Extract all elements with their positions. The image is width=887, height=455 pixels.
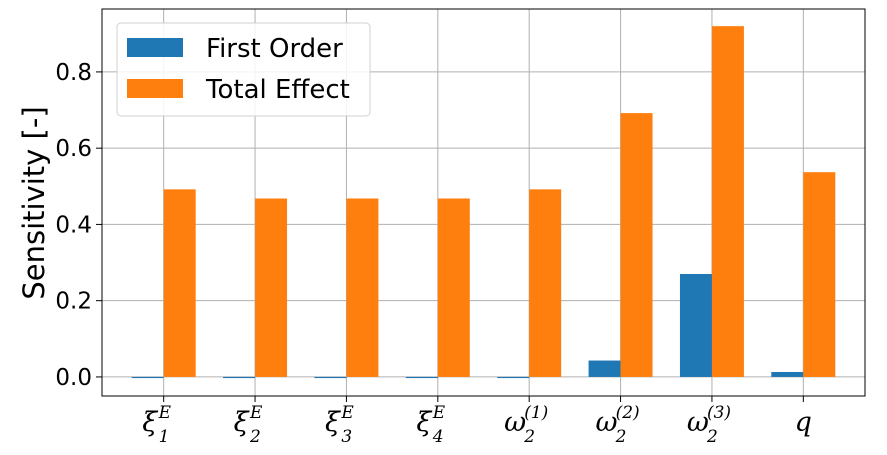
- legend: First Order Total Effect: [116, 22, 371, 117]
- y-tick-label: 0.4: [55, 212, 92, 238]
- x-tick-label: ω(1) 2: [504, 403, 548, 447]
- bar: [163, 189, 196, 377]
- legend-label: Total Effect: [205, 75, 350, 105]
- legend-swatch: [127, 38, 183, 57]
- bar: [679, 273, 712, 377]
- x-tick-label-sup: (2): [616, 403, 640, 423]
- x-tick-label-sub: 3: [341, 427, 352, 447]
- x-tick-label-sup: (1): [524, 403, 548, 423]
- y-tick-label: 0.0: [55, 365, 92, 391]
- series-first-order: [131, 273, 804, 379]
- x-tick-label: ξ E 4: [416, 403, 445, 447]
- y-tick-label: 0.6: [55, 136, 92, 162]
- bar: [497, 376, 530, 379]
- x-tick-label-sub: 2: [523, 427, 535, 447]
- x-tick-label: ξ E 3: [325, 403, 354, 447]
- x-tick-label: q: [795, 407, 812, 438]
- x-tick-label-sup: E: [249, 403, 263, 423]
- x-tick-label-sub: 2: [615, 427, 627, 447]
- x-tick-label-sub: 2: [249, 427, 261, 447]
- bar: [437, 198, 470, 377]
- x-tick-label-base: ω: [687, 407, 709, 438]
- x-tick-label: ω(2) 2: [596, 403, 640, 447]
- bar: [255, 198, 288, 377]
- x-tick-label-base: ξ: [416, 407, 432, 438]
- bar: [529, 189, 562, 377]
- x-tick-label-sup: E: [340, 403, 354, 423]
- x-tick-label-sup: E: [158, 403, 172, 423]
- plot-frame: [101, 8, 866, 397]
- bar: [620, 113, 653, 377]
- y-tick-label: 0.2: [55, 289, 92, 315]
- x-tick-label-base: ξ: [142, 407, 158, 438]
- bar: [131, 376, 164, 379]
- x-tick-label: ξ E 1: [142, 403, 171, 447]
- x-tick-label-sub: 2: [706, 427, 718, 447]
- x-tick-label: ξ E 2: [234, 403, 263, 447]
- x-tick-label-sub: 1: [159, 427, 170, 447]
- bar: [314, 376, 347, 379]
- x-tick-label-sup: (3): [707, 403, 731, 423]
- x-tick-label-base: ω: [596, 407, 618, 438]
- bar: [223, 376, 256, 379]
- x-tick-label-base: q: [795, 407, 812, 438]
- bar: [771, 371, 804, 377]
- bar: [405, 376, 438, 379]
- x-tick-label-sub: 4: [432, 427, 444, 447]
- y-tick-label: 0.8: [55, 60, 92, 86]
- x-tick-label: ω(3) 2: [687, 403, 731, 447]
- x-tick-label-base: ξ: [234, 407, 250, 438]
- x-tick-label-base: ω: [504, 407, 526, 438]
- legend-label: First Order: [206, 34, 343, 64]
- bar: [588, 360, 621, 377]
- legend-swatch: [127, 79, 183, 98]
- y-axis-label: Sensitivity [-]: [17, 106, 51, 299]
- x-tick-label-base: ξ: [325, 407, 341, 438]
- bar: [346, 198, 379, 377]
- bar: [803, 172, 836, 377]
- series-total-effect: [163, 26, 836, 377]
- x-tick-label-sup: E: [432, 403, 446, 423]
- bar: [711, 26, 744, 377]
